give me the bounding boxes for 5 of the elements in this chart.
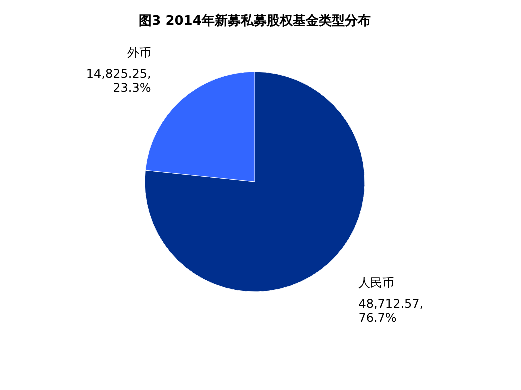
chart-title: 图3 2014年新募私募股权基金类型分布 [139, 13, 371, 29]
data-label: 48,712.57, 76.7% [358, 297, 424, 326]
slice-label: 外币 [127, 46, 152, 60]
data-label: 14,825.25, 23.3% [86, 66, 152, 95]
slice-label: 人民币 [358, 276, 395, 290]
